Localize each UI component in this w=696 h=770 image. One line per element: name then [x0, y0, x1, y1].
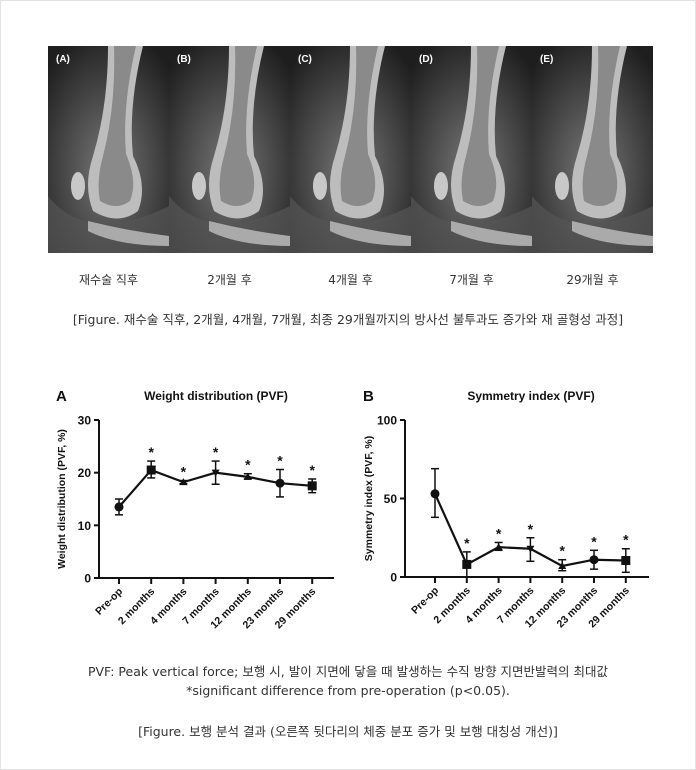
significance-asterisk: * [591, 533, 597, 549]
significance-asterisk: * [559, 543, 565, 559]
y-tick-label: 100 [377, 414, 397, 428]
chart-title: Weight distribution (PVF) [144, 389, 288, 403]
data-point [211, 469, 220, 477]
pvf-definition: PVF: Peak vertical force; 보행 시, 발이 지면에 닿… [87, 664, 609, 679]
xray-image: (E) [532, 46, 653, 253]
data-point [462, 559, 472, 569]
panel-letter: A [56, 388, 67, 405]
y-axis-label: Symmetry index (PVF, %) [363, 436, 375, 561]
y-axis-label: Weight distribution (PVF, %) [56, 429, 68, 569]
significance-asterisk: * [623, 532, 629, 548]
data-point [307, 481, 317, 491]
y-tick-label: 0 [390, 571, 397, 585]
xray-panel-label: (C) [298, 54, 312, 65]
significance-asterisk: * [496, 525, 502, 541]
data-point [179, 478, 188, 486]
chart-title: Symmetry index (PVF) [467, 389, 594, 403]
xray-image: (B) [169, 46, 290, 253]
data-point [589, 555, 599, 565]
figure1-caption: [Figure. 재수술 직후, 2개월, 4개월, 7개월, 최종 29개월까… [72, 312, 624, 327]
xray-caption: 7개월 후 [449, 273, 494, 287]
y-tick-label: 50 [384, 492, 398, 506]
data-point [114, 502, 124, 512]
xray-caption: 4개월 후 [328, 273, 373, 287]
significance-asterisk: * [245, 457, 251, 473]
significance-asterisk: * [181, 464, 187, 480]
significance-asterisk: * [277, 453, 283, 469]
y-tick-label: 10 [78, 519, 92, 533]
xray-panel-label: (B) [177, 54, 191, 65]
xray-panel-label: (E) [540, 54, 554, 65]
y-tick-label: 0 [84, 572, 91, 586]
xray-caption: 재수술 직후 [78, 273, 138, 287]
xray-panel-label: (A) [56, 54, 70, 65]
significance-asterisk: * [148, 444, 154, 460]
figure2-caption: [Figure. 보행 분석 결과 (오른쪽 뒷다리의 체중 분포 증가 및 보… [138, 724, 558, 739]
xray-panel-label: (D) [419, 54, 433, 65]
data-point [275, 478, 285, 488]
xray-image: (D) [411, 46, 532, 253]
xray-caption: 29개월 후 [566, 273, 619, 287]
significance-note: *significant difference from pre‐operati… [186, 683, 510, 698]
data-point [243, 472, 252, 480]
y-tick-label: 30 [78, 414, 92, 428]
significance-asterisk: * [464, 535, 470, 551]
significance-asterisk: * [213, 444, 219, 460]
data-point [430, 489, 440, 499]
xray-image: (C) [290, 46, 411, 253]
panel-letter: B [363, 388, 374, 405]
data-point [146, 465, 156, 475]
xray-caption: 2개월 후 [207, 273, 252, 287]
data-point [494, 543, 503, 551]
data-point [621, 556, 631, 566]
data-point [558, 562, 567, 570]
y-tick-label: 20 [78, 466, 92, 480]
xray-image: (A) [48, 46, 169, 253]
significance-asterisk: * [528, 521, 534, 537]
data-point [526, 545, 535, 553]
significance-asterisk: * [309, 462, 315, 478]
